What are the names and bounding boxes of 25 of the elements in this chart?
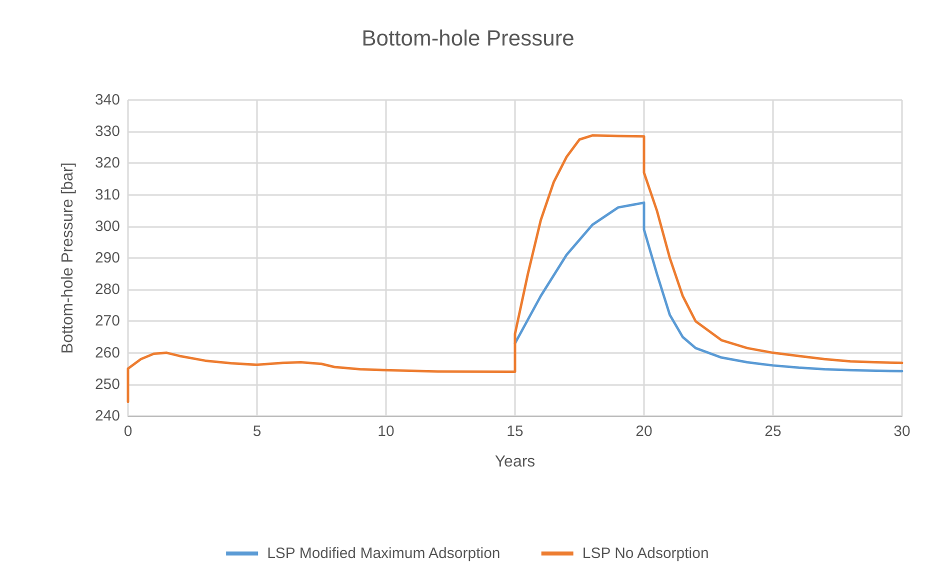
x-tick-label: 25 bbox=[764, 423, 782, 440]
y-tick-label: 270 bbox=[94, 312, 120, 330]
x-tick-label: 5 bbox=[252, 423, 262, 440]
line-series bbox=[126, 134, 904, 404]
x-tick-label: 30 bbox=[894, 423, 910, 440]
legend-label: LSP Modified Maximum Adsorption bbox=[267, 545, 500, 562]
y-tick-label: 250 bbox=[94, 376, 120, 393]
legend-label: LSP No Adsorption bbox=[582, 545, 709, 562]
x-axis-title: Years bbox=[494, 454, 536, 470]
y-axis-title: Bottom-hole Pressure [bar] bbox=[60, 162, 76, 354]
x-tick-label: 15 bbox=[506, 423, 524, 440]
y-tick-label: 260 bbox=[94, 344, 120, 362]
y-tick-label: 240 bbox=[94, 408, 120, 424]
y-tick-label: 310 bbox=[94, 186, 120, 204]
y-tick-label: 330 bbox=[94, 123, 120, 140]
y-tick-label: 320 bbox=[94, 154, 120, 172]
x-tick-label: 20 bbox=[636, 423, 652, 440]
x-tick-label: 0 bbox=[124, 423, 132, 440]
line-series bbox=[514, 201, 904, 372]
y-tick-label: 340 bbox=[94, 92, 120, 108]
y-tick-label: 280 bbox=[94, 281, 120, 298]
chart-title: Bottom-hole Pressure bbox=[362, 26, 574, 50]
x-tick-label: 10 bbox=[378, 423, 394, 440]
y-tick-label: 300 bbox=[94, 218, 120, 235]
y-tick-label: 290 bbox=[94, 250, 120, 266]
